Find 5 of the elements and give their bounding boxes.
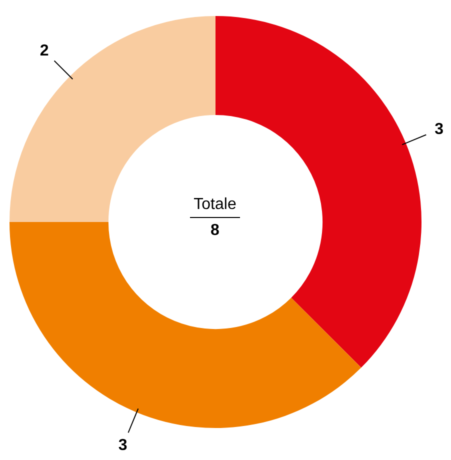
data-label: 3	[118, 436, 128, 454]
data-label: 2	[40, 42, 49, 60]
text: 8	[210, 222, 220, 240]
text: Totale	[192, 196, 238, 215]
data-label: 3	[434, 120, 444, 138]
